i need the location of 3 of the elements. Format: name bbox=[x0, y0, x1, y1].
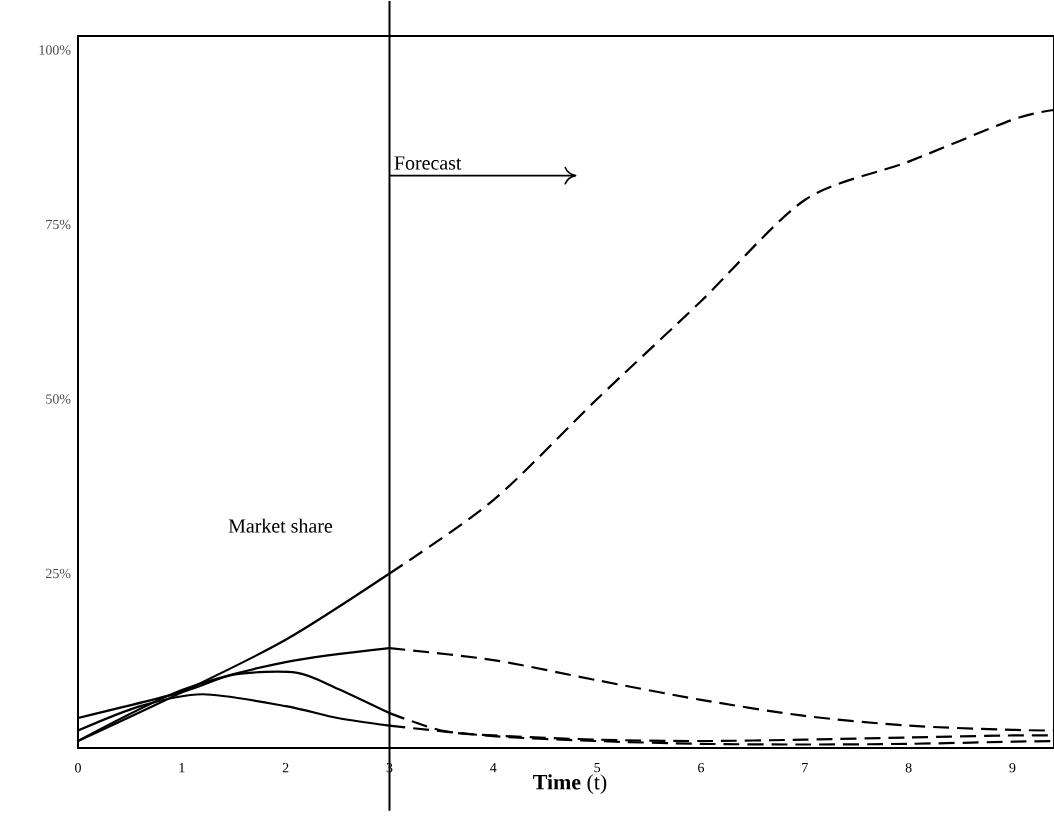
annotation: Forecast bbox=[394, 156, 462, 170]
x-axis-title: Time (t) bbox=[533, 774, 607, 795]
annotation: Market share bbox=[228, 518, 333, 533]
